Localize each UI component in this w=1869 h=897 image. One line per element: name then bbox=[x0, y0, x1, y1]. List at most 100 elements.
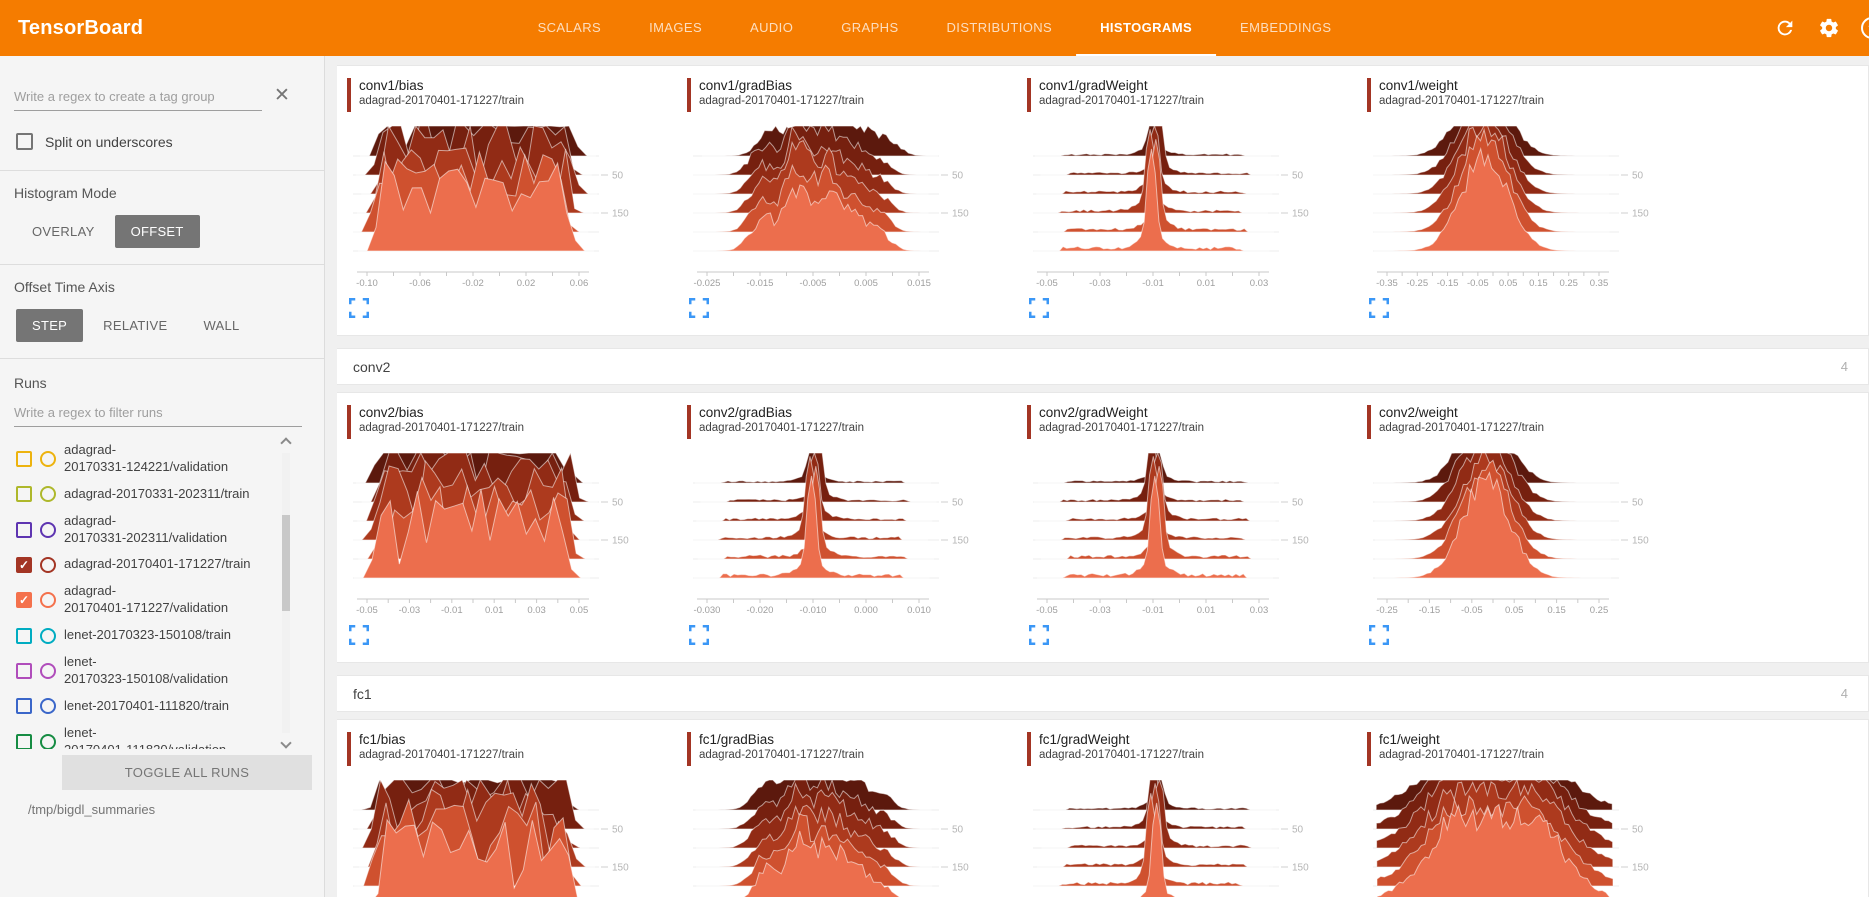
svg-text:-0.10: -0.10 bbox=[356, 278, 378, 289]
expand-icon[interactable] bbox=[1369, 298, 1389, 318]
run-checkbox[interactable] bbox=[16, 627, 32, 644]
tab-scalars[interactable]: SCALARS bbox=[537, 19, 602, 35]
svg-text:-0.05: -0.05 bbox=[356, 605, 378, 616]
split-underscores-checkbox[interactable] bbox=[16, 133, 33, 150]
svg-text:0.35: 0.35 bbox=[1590, 278, 1609, 289]
svg-text:50: 50 bbox=[1632, 498, 1644, 509]
tile-header: conv1/bias adagrad-20170401-171227/train bbox=[347, 78, 685, 112]
tag-group-count: 4 bbox=[1840, 359, 1848, 374]
tab-histograms[interactable]: HISTOGRAMS bbox=[1076, 0, 1217, 56]
gear-icon[interactable] bbox=[1817, 16, 1841, 40]
run-filter-input[interactable] bbox=[14, 401, 302, 427]
nav-tabs: SCALARS IMAGES AUDIO GRAPHS DISTRIBUTIONS HIS… bbox=[514, 0, 1356, 56]
svg-text:-0.05: -0.05 bbox=[1036, 278, 1058, 289]
run-checkbox[interactable] bbox=[16, 450, 32, 467]
expand-icon[interactable] bbox=[1029, 298, 1049, 318]
run-label: adagrad-20170401-171227/train bbox=[64, 556, 251, 572]
help-icon[interactable]: ? bbox=[1861, 17, 1869, 39]
run-radio[interactable] bbox=[40, 486, 56, 503]
tab-images[interactable]: IMAGES bbox=[649, 19, 703, 35]
run-label: lenet-20170323-150108/train bbox=[64, 627, 231, 643]
tag-group-header-conv2[interactable]: conv2 4 bbox=[337, 348, 1869, 385]
svg-text:0.01: 0.01 bbox=[1197, 278, 1216, 289]
expand-icon[interactable] bbox=[689, 625, 709, 645]
run-item[interactable]: adagrad-20170331-202311/train bbox=[14, 481, 310, 508]
run-label: lenet-20170401-111820/train bbox=[64, 697, 230, 713]
time-axis-relative-button[interactable]: RELATIVE bbox=[87, 309, 183, 342]
svg-text:150: 150 bbox=[612, 209, 629, 220]
run-list: adagrad- 20170331-124221/validation adagra… bbox=[14, 437, 310, 749]
tab-embeddings[interactable]: EMBEDDINGS bbox=[1240, 19, 1332, 35]
time-axis-step-button[interactable]: STEP bbox=[16, 309, 84, 342]
run-radio[interactable] bbox=[40, 662, 56, 679]
expand-icon[interactable] bbox=[1369, 625, 1389, 645]
toggle-all-runs-button[interactable]: TOGGLE ALL RUNS bbox=[62, 755, 312, 790]
split-on-underscores-row[interactable]: Split on underscores bbox=[0, 111, 324, 170]
run-item[interactable]: lenet-20170401-111820/validation bbox=[14, 720, 310, 749]
histogram-tile: fc1/gradWeight adagrad-20170401-171227/tr… bbox=[1025, 732, 1365, 897]
run-checkbox[interactable] bbox=[16, 698, 32, 715]
run-list-scrollbar[interactable] bbox=[280, 437, 292, 749]
mode-offset-button[interactable]: OFFSET bbox=[114, 215, 200, 248]
run-item[interactable]: ✓ adagrad-20170401-171227/train bbox=[14, 551, 310, 578]
run-radio[interactable] bbox=[40, 627, 56, 644]
tile-header: fc1/gradWeight adagrad-20170401-171227/tr… bbox=[1027, 732, 1365, 766]
run-checkbox[interactable] bbox=[16, 486, 32, 503]
svg-text:-0.030: -0.030 bbox=[694, 605, 721, 616]
tile-header: conv1/gradWeight adagrad-20170401-171227/… bbox=[1027, 78, 1365, 112]
clear-tag-filter-icon[interactable]: ✕ bbox=[274, 85, 290, 106]
scroll-down-icon[interactable] bbox=[280, 737, 292, 749]
tile-run-name: adagrad-20170401-171227/train bbox=[1379, 749, 1544, 761]
run-radio[interactable] bbox=[40, 556, 56, 573]
scrollbar-thumb[interactable] bbox=[282, 515, 290, 611]
time-axis-wall-button[interactable]: WALL bbox=[187, 309, 255, 342]
run-radio[interactable] bbox=[40, 450, 56, 467]
run-radio[interactable] bbox=[40, 733, 56, 749]
run-checkbox[interactable]: ✓ bbox=[16, 592, 32, 609]
run-item[interactable]: adagrad- 20170331-124221/validation bbox=[14, 437, 310, 481]
svg-text:-0.025: -0.025 bbox=[694, 278, 721, 289]
histogram-chart: 50 150 bbox=[1032, 778, 1309, 897]
log-directory-path: /tmp/bigdl_summaries bbox=[28, 802, 156, 817]
tab-audio[interactable]: AUDIO bbox=[750, 19, 794, 35]
mode-overlay-button[interactable]: OVERLAY bbox=[16, 215, 111, 248]
tag-regex-input[interactable] bbox=[14, 85, 262, 111]
run-item[interactable]: ✓ adagrad- 20170401-171227/validation bbox=[14, 578, 310, 622]
svg-text:0.005: 0.005 bbox=[854, 278, 878, 289]
run-checkbox[interactable] bbox=[16, 662, 32, 679]
tile-header: conv2/gradWeight adagrad-20170401-171227/… bbox=[1027, 405, 1365, 439]
expand-icon[interactable] bbox=[349, 298, 369, 318]
histogram-chart: 50 150 -0.025 -0.015 -0.005 0.005 0.015 bbox=[692, 124, 969, 289]
run-radio[interactable] bbox=[40, 521, 56, 538]
expand-icon[interactable] bbox=[689, 298, 709, 318]
tile-header: conv2/gradBias adagrad-20170401-171227/tr… bbox=[687, 405, 1025, 439]
tile-header: conv2/bias adagrad-20170401-171227/train bbox=[347, 405, 685, 439]
run-checkbox[interactable]: ✓ bbox=[16, 556, 32, 573]
run-item[interactable]: adagrad- 20170331-202311/validation bbox=[14, 508, 310, 552]
tab-graphs[interactable]: GRAPHS bbox=[841, 19, 899, 35]
run-checkbox[interactable] bbox=[16, 733, 32, 749]
toolbar-icons: ? bbox=[1773, 0, 1869, 56]
svg-text:-0.015: -0.015 bbox=[747, 278, 774, 289]
run-radio[interactable] bbox=[40, 592, 56, 609]
app-toolbar: TensorBoard SCALARS IMAGES AUDIO GRAPHS DIST… bbox=[0, 0, 1869, 56]
histogram-tile: conv1/gradBias adagrad-20170401-171227/tr… bbox=[685, 78, 1025, 323]
tag-group-name: fc1 bbox=[353, 685, 372, 702]
tag-group-header-fc1[interactable]: fc1 4 bbox=[337, 675, 1869, 712]
histogram-tile: conv1/bias adagrad-20170401-171227/train 5… bbox=[345, 78, 685, 323]
run-item[interactable]: lenet-20170323-150108/train bbox=[14, 622, 310, 649]
expand-icon[interactable] bbox=[349, 625, 369, 645]
run-radio[interactable] bbox=[40, 698, 56, 715]
run-item[interactable]: lenet- 20170323-150108/validation bbox=[14, 649, 310, 693]
tile-tag-name: conv1/gradBias bbox=[699, 78, 793, 93]
tab-distributions[interactable]: DISTRIBUTIONS bbox=[946, 19, 1053, 35]
svg-text:-0.01: -0.01 bbox=[441, 605, 463, 616]
run-checkbox[interactable] bbox=[16, 521, 32, 538]
run-item[interactable]: lenet-20170401-111820/train bbox=[14, 693, 310, 720]
histogram-tile: conv2/bias adagrad-20170401-171227/train 5… bbox=[345, 405, 685, 650]
histogram-tile: conv2/gradBias adagrad-20170401-171227/tr… bbox=[685, 405, 1025, 650]
svg-text:150: 150 bbox=[612, 863, 629, 874]
expand-icon[interactable] bbox=[1029, 625, 1049, 645]
scroll-up-icon[interactable] bbox=[280, 437, 292, 449]
refresh-icon[interactable] bbox=[1773, 16, 1797, 40]
